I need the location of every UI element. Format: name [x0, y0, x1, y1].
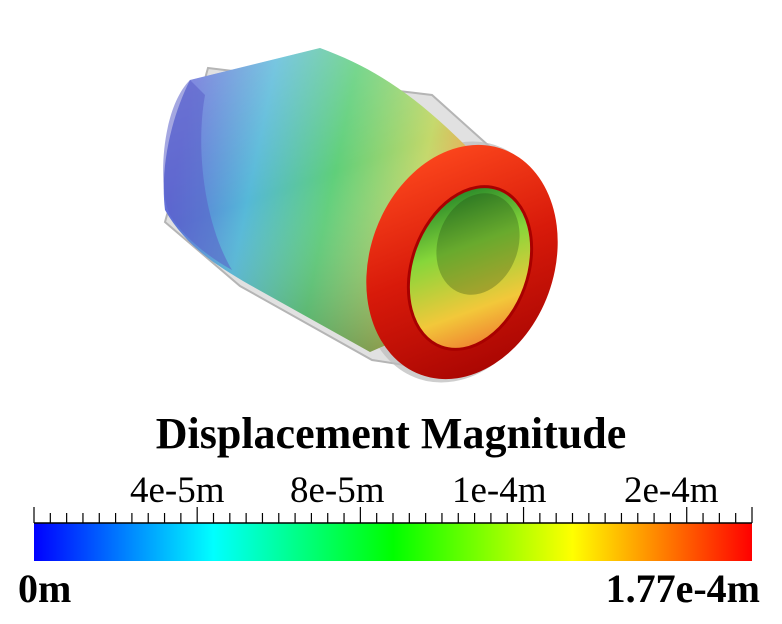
end-face-bore: [408, 186, 532, 350]
tick-label-1: 4e-5m: [130, 470, 225, 511]
range-min-label: 0m: [18, 566, 72, 611]
render-view: [163, 48, 558, 383]
color-bar-ticks: [33, 507, 753, 523]
tick-label-4: 2e-4m: [624, 470, 719, 511]
legend-title: Displacement Magnitude: [155, 409, 627, 458]
tick-label-2: 8e-5m: [290, 470, 385, 511]
bore-shadow: [436, 193, 520, 295]
range-max-label: 1.77e-4m: [605, 566, 760, 611]
end-face-rim: [406, 185, 534, 351]
color-bar-gradient: [34, 523, 752, 561]
tick-label-3: 1e-4m: [452, 470, 547, 511]
back-end-cap: [163, 80, 232, 270]
color-bar: [33, 507, 753, 561]
